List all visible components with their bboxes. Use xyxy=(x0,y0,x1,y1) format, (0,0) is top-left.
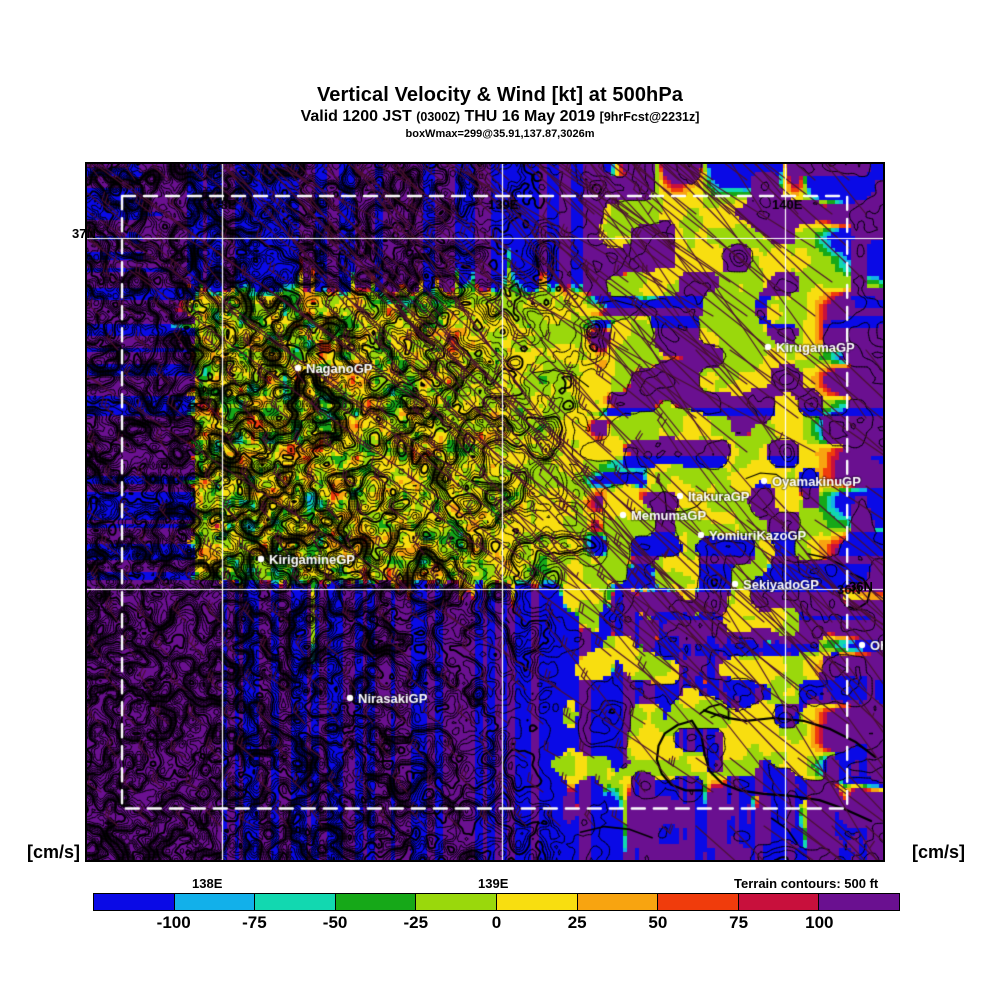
valid-time-line: Valid 1200 JST (0300Z) THU 16 May 2019 [… xyxy=(0,107,1000,127)
colorbar-segment xyxy=(657,894,738,910)
axis-label-lat-37n: 37N xyxy=(72,226,96,241)
page-title: Vertical Velocity & Wind [kt] at 500hPa xyxy=(316,84,684,106)
units-label-right: [cm/s] xyxy=(912,842,966,862)
colorbar-segment xyxy=(254,894,335,910)
colorbar-segment xyxy=(415,894,496,910)
colorbar-segment xyxy=(94,894,174,910)
valid-time-day: THU 16 May 2019 xyxy=(464,108,596,125)
colorbar-tick: -50 xyxy=(322,913,348,932)
colorbar-tick: 100 xyxy=(805,913,834,932)
colorbar-tick: -75 xyxy=(242,913,267,932)
axis-label-lon-138e: 138E xyxy=(192,876,223,891)
colorbar-segment xyxy=(576,894,658,910)
colorbar[interactable] xyxy=(93,893,900,911)
colorbar-segment xyxy=(173,894,255,910)
colorbar-tick: -100 xyxy=(156,913,191,932)
colorbar-tick: 50 xyxy=(648,913,668,932)
colorbar-segment xyxy=(737,894,819,910)
units-label-left: [cm/s] xyxy=(27,842,81,862)
colorbar-tick: 0 xyxy=(491,913,502,932)
colorbar-tick: 75 xyxy=(729,913,749,932)
forecast-tag: [9hrFcst@2231z] xyxy=(599,110,700,124)
colorbar-tick: 25 xyxy=(567,913,587,932)
colorbar-segment xyxy=(818,894,899,910)
colorbar-segment xyxy=(495,894,577,910)
axis-label-lon-139e: 139E xyxy=(478,876,509,891)
boxwmax-line: boxWmax=299@35.91,137.87,3026m xyxy=(405,128,595,140)
colorbar-tick-labels: -100 -75 -50 -25 0 25 50 75 100 xyxy=(93,913,900,939)
valid-time-utc: (0300Z) xyxy=(416,110,461,124)
vertical-velocity-map[interactable] xyxy=(87,164,883,860)
map-panel[interactable] xyxy=(85,162,885,862)
title-block: Vertical Velocity & Wind [kt] at 500hPa … xyxy=(0,84,1000,141)
valid-time-prefix: Valid 1200 JST xyxy=(300,108,412,125)
terrain-contour-note: Terrain contours: 500 ft xyxy=(733,876,880,891)
axis-label-lat-36n: 36N xyxy=(849,579,873,594)
colorbar-segment xyxy=(334,894,416,910)
colorbar-tick: -25 xyxy=(403,913,429,932)
